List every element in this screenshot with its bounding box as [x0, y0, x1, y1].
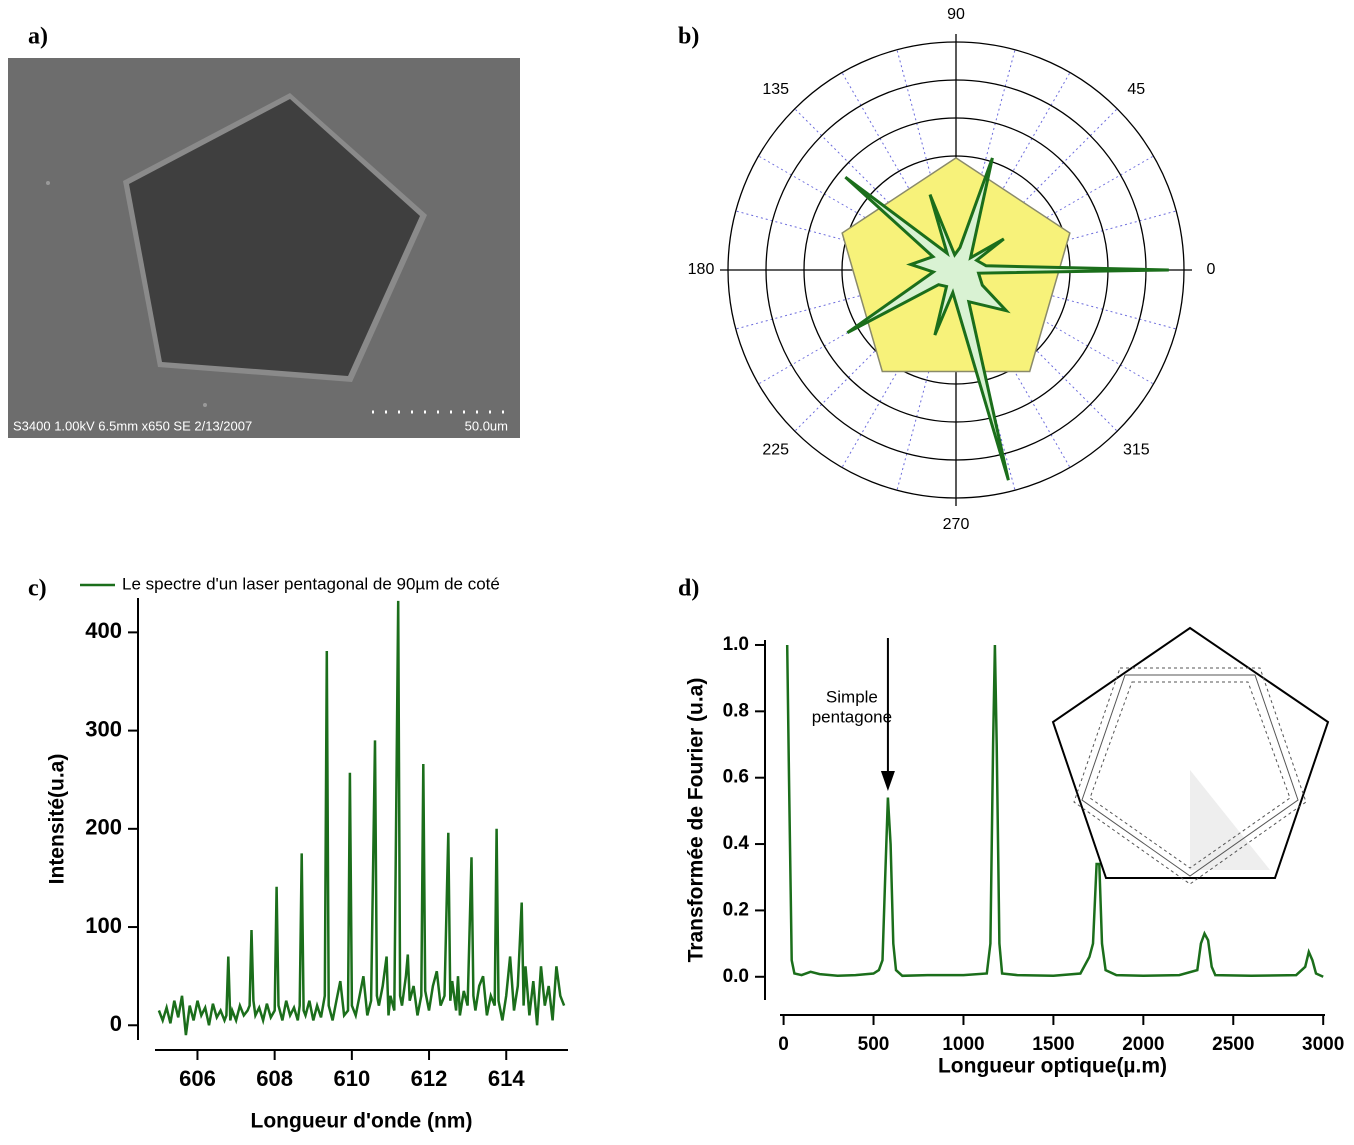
y-tick-label: 0.4 — [723, 833, 750, 854]
data-line — [157, 600, 566, 1036]
angle-label: 0 — [1207, 261, 1216, 278]
panel-label: b) — [678, 24, 699, 50]
x-tick-label: 0 — [778, 1034, 789, 1055]
panel-label: d) — [678, 576, 699, 602]
x-axis-title: Longueur optique(µ.m) — [938, 1055, 1167, 1078]
data-line — [785, 644, 1324, 978]
inset-orbit — [1089, 681, 1291, 869]
y-axis-title: Transformée de Fourier (u.a) — [685, 678, 708, 963]
angle-label: 45 — [1127, 81, 1145, 98]
polar-series — [844, 157, 1169, 481]
inset-diagram — [1051, 626, 1330, 885]
legend-label: Le spectre d'un laser pentagonal de 90µm… — [122, 574, 500, 593]
x-tick-label: 1000 — [942, 1034, 984, 1055]
annotation-text: Simple — [826, 687, 878, 706]
x-tick-label: 2500 — [1212, 1034, 1254, 1055]
angle-label: 315 — [1123, 442, 1150, 459]
x-tick-label: 1500 — [1032, 1034, 1074, 1055]
y-tick-label: 0.8 — [723, 700, 749, 721]
panel-label: c) — [28, 576, 47, 602]
inset-pentagon — [1051, 626, 1330, 879]
y-tick-label: 0 — [110, 1011, 122, 1036]
y-tick-label: 200 — [85, 815, 122, 840]
pentagon — [129, 99, 420, 376]
speck — [46, 181, 50, 185]
y-tick-label: 1.0 — [723, 634, 749, 655]
x-axis-title: Longueur d'onde (nm) — [251, 1110, 473, 1133]
sem-image: S3400 1.00kV 6.5mm x650 SE 2/13/2007 50.… — [8, 58, 520, 438]
y-tick-label: 300 — [85, 716, 122, 741]
x-tick-label: 606 — [179, 1066, 216, 1091]
y-tick-label: 0.0 — [723, 966, 749, 987]
x-tick-label: 608 — [256, 1066, 293, 1091]
scale-label: 50.0um — [465, 418, 508, 433]
x-tick-label: 614 — [488, 1066, 525, 1091]
angle-label: 180 — [688, 261, 715, 278]
annotation-arrowhead — [880, 770, 895, 791]
inset-shade — [1190, 770, 1270, 870]
y-tick-label: 0.2 — [723, 899, 749, 920]
x-tick-label: 2000 — [1122, 1034, 1164, 1055]
x-tick-label: 612 — [411, 1066, 448, 1091]
x-tick-label: 610 — [333, 1066, 370, 1091]
sem-caption: S3400 1.00kV 6.5mm x650 SE 2/13/2007 — [13, 418, 252, 433]
x-tick-label: 500 — [858, 1034, 890, 1055]
inset-orbit — [1081, 674, 1299, 877]
x-tick-label: 3000 — [1302, 1034, 1344, 1055]
angle-label: 270 — [943, 516, 970, 533]
angle-label: 135 — [762, 81, 789, 98]
y-axis-title: Intensité(u.a) — [46, 754, 69, 885]
angle-label: 225 — [762, 442, 789, 459]
annotation-text: pentagone — [812, 707, 892, 726]
inset-orbit — [1073, 667, 1307, 885]
y-tick-label: 0.6 — [723, 767, 749, 788]
y-tick-label: 400 — [85, 618, 122, 643]
speck — [203, 403, 207, 407]
angle-label: 90 — [947, 6, 965, 23]
panel-label: a) — [28, 24, 48, 50]
y-tick-label: 100 — [85, 913, 122, 938]
